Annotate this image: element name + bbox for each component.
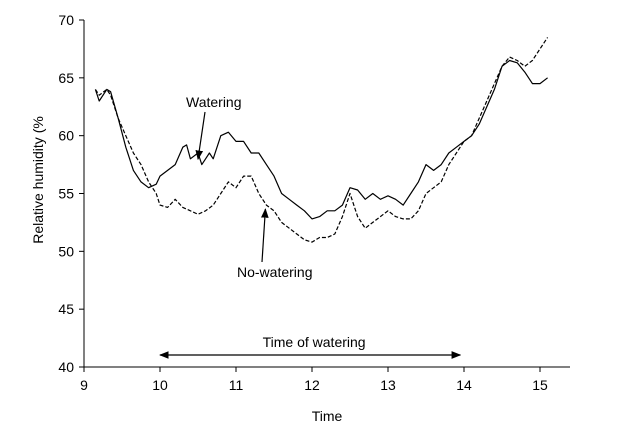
y-tick-label: 40 (58, 359, 74, 375)
no-watering-label: No-watering (237, 264, 312, 280)
y-tick-label: 70 (58, 12, 74, 28)
no-watering-arrow (261, 208, 269, 263)
x-axis-title: Time (312, 408, 343, 424)
y-tick-label: 60 (58, 128, 74, 144)
watering-arrow (195, 111, 206, 161)
x-tick-label: 11 (229, 377, 244, 393)
chart-series (94, 37, 549, 243)
y-tick-label: 50 (58, 243, 74, 259)
x-tick-label: 13 (380, 377, 396, 393)
chart-annotations: Watering No-watering Time of watering (159, 94, 462, 359)
series-line-watering (94, 59, 548, 220)
y-tick-label: 65 (58, 70, 74, 86)
x-tick-label: 9 (80, 377, 88, 393)
x-tick-label: 14 (456, 377, 472, 393)
chart-ticks: 9 10 11 12 13 14 15 40 45 50 55 60 65 70 (58, 12, 548, 393)
x-tick-label: 10 (152, 377, 168, 393)
watering-label: Watering (186, 94, 242, 110)
chart-axes (83, 20, 570, 368)
x-tick-label: 15 (532, 377, 548, 393)
y-axis-title: Relative humidity (% (30, 116, 46, 244)
y-tick-label: 45 (58, 301, 74, 317)
y-tick-label: 55 (58, 186, 74, 202)
x-tick-label: 12 (304, 377, 320, 393)
series-line-no-watering (94, 37, 549, 243)
watering-period-label: Time of watering (263, 334, 366, 350)
